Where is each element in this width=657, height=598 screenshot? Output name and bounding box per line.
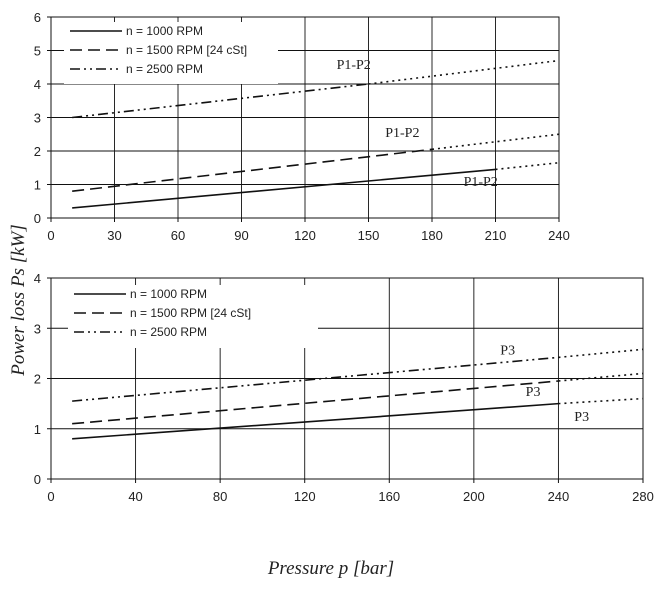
chart-bottom: 0 40 80 120 160 200 240 280 0 1 2 3 4 n = 1000 RPM n =…: [34, 271, 654, 504]
series-extension-3: [558, 348, 644, 359]
curve-annotation: P3: [526, 385, 541, 400]
legend-label-1: n = 1000 RPM: [126, 24, 203, 38]
curve-annotation: P1-P2: [337, 58, 371, 73]
series-line-3: [72, 83, 369, 119]
curve-annotation: P1-P2: [385, 126, 419, 141]
y-tick-label: 0: [34, 211, 41, 226]
x-tick-label: 210: [485, 228, 507, 243]
legend-label-2: n = 1500 RPM [24 cSt]: [126, 43, 247, 57]
y-tick-label: 1: [34, 178, 41, 193]
curve-annotation: P3: [574, 410, 589, 425]
series-line-1: [72, 168, 496, 209]
x-tick-label: 80: [213, 489, 227, 504]
y-tick-label: 2: [34, 144, 41, 159]
legend-box: [68, 285, 318, 348]
x-tick-label: 240: [548, 228, 570, 243]
y-tick-label: 4: [34, 77, 41, 92]
y-tick-label: 6: [34, 10, 41, 25]
y-tick-label: 3: [34, 321, 41, 336]
series-line-1: [72, 402, 559, 440]
y-tick-label: 1: [34, 422, 41, 437]
y-axis-title: Power loss Ps [kW]: [8, 224, 29, 376]
series-extension-1: [558, 397, 644, 405]
y-tick-label: 4: [34, 271, 41, 286]
x-tick-label: 40: [128, 489, 142, 504]
curve-annotation: P1-P2: [464, 175, 498, 190]
legend-label-3: n = 2500 RPM: [130, 325, 207, 339]
series-line-2: [72, 380, 559, 425]
y-tick-label: 5: [34, 44, 41, 59]
x-tick-label: 150: [358, 228, 380, 243]
x-tick-label: 120: [294, 228, 316, 243]
x-axis-title: Pressure p [bar]: [267, 558, 394, 579]
x-tick-label: 280: [632, 489, 654, 504]
series-line-2: [72, 148, 433, 192]
curve-annotation: P3: [500, 343, 515, 358]
y-tick-label: 0: [34, 472, 41, 487]
series-extension-2: [558, 372, 644, 382]
legend-label-1: n = 1000 RPM: [130, 287, 207, 301]
series-line-3: [72, 356, 559, 402]
legend-label-3: n = 2500 RPM: [126, 62, 203, 76]
y-tick-label: 2: [34, 372, 41, 387]
x-tick-label: 200: [463, 489, 485, 504]
series-extension-3: [368, 59, 560, 85]
x-tick-label: 240: [548, 489, 570, 504]
x-tick-label: 90: [234, 228, 248, 243]
x-tick-label: 180: [421, 228, 443, 243]
legend-box: [64, 22, 278, 84]
x-tick-label: 160: [378, 489, 400, 504]
chart-top: 0 30 60 90 120 150 180 210 240 0 1 2 3 4 5 6 n = 1000 RP…: [34, 10, 570, 243]
x-tick-label: 120: [294, 489, 316, 504]
series-extension-1: [495, 161, 560, 171]
x-tick-label: 60: [171, 228, 185, 243]
x-tick-label: 0: [47, 228, 54, 243]
x-tick-label: 0: [47, 489, 54, 504]
y-tick-label: 3: [34, 111, 41, 126]
x-tick-label: 30: [107, 228, 121, 243]
legend-label-2: n = 1500 RPM [24 cSt]: [130, 306, 251, 320]
